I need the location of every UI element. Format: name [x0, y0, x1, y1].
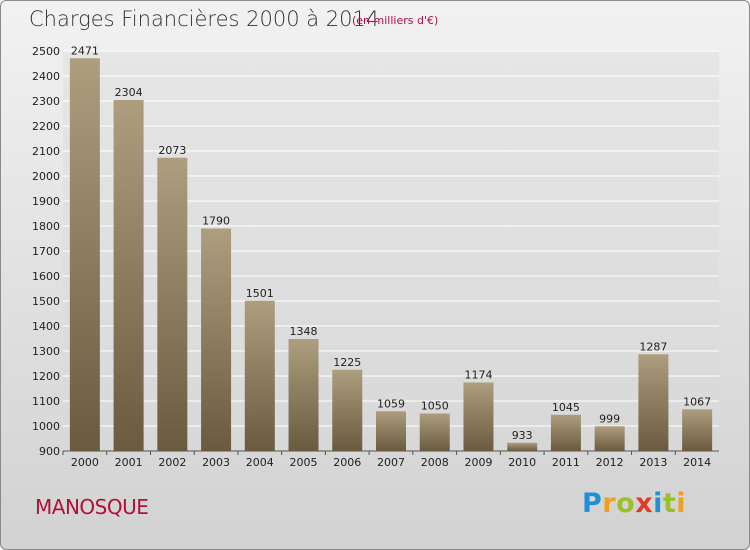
chart-title: Charges Financières 2000 à 2014	[29, 7, 380, 31]
y-tick-label: 1700	[32, 245, 60, 258]
y-tick-label: 2400	[32, 70, 60, 83]
data-label: 1287	[639, 340, 667, 353]
x-tick-label: 2007	[377, 456, 405, 469]
data-label: 2304	[115, 86, 143, 99]
data-label: 933	[512, 429, 533, 442]
logo-letter: i	[676, 488, 687, 519]
logo-letter: o	[616, 488, 636, 519]
y-tick-label: 2200	[32, 120, 60, 133]
bar-2014	[682, 409, 713, 451]
bar-2009	[463, 382, 494, 451]
logo-letter: P	[582, 488, 603, 519]
bar-2007	[376, 411, 406, 451]
town-name: MANOSQUE	[35, 495, 149, 519]
data-labels: 2471 2304 2073 1790 1501 1348 1225 1059 1050 1174…	[71, 44, 711, 442]
bar-2013	[638, 354, 669, 451]
bar-2005	[288, 339, 319, 451]
bar-2000	[69, 58, 100, 451]
data-label: 1348	[290, 325, 318, 338]
x-tick-label: 2013	[639, 456, 667, 469]
logo-letter: t	[662, 488, 677, 519]
y-tick-label: 1800	[32, 220, 60, 233]
bar-2010	[507, 442, 538, 451]
x-tick-label: 2011	[552, 456, 580, 469]
x-tick-label: 2006	[333, 456, 361, 469]
y-tick-label: 1100	[32, 395, 60, 408]
x-axis-ticks: 2000 2001 2002 2003 2004 2005 2006 2007 2008 2009…	[62, 451, 711, 469]
y-tick-label: 2100	[32, 145, 60, 158]
logo-letter: i	[653, 488, 663, 519]
x-tick-label: 2012	[596, 456, 624, 469]
y-tick-label: 2500	[32, 45, 60, 58]
data-label: 2471	[71, 44, 99, 57]
bar-2001	[113, 100, 144, 451]
x-tick-label: 2004	[246, 456, 274, 469]
x-tick-label: 2014	[683, 456, 711, 469]
data-label: 1174	[464, 369, 492, 382]
x-tick-label: 2000	[71, 456, 99, 469]
data-label: 1050	[421, 400, 449, 413]
logo-letter: x	[635, 488, 654, 519]
data-label: 1059	[377, 397, 405, 410]
y-tick-label: 1600	[32, 270, 60, 283]
x-tick-label: 2003	[202, 456, 230, 469]
data-label: 2073	[158, 144, 186, 157]
x-tick-label: 2002	[158, 456, 186, 469]
chart-subtitle: (en milliers d'€)	[352, 14, 439, 27]
logo-letter: r	[602, 488, 617, 519]
y-tick-label: 1300	[32, 345, 60, 358]
bar-2004	[244, 300, 275, 451]
data-label: 1790	[202, 215, 230, 228]
y-axis-ticks: 900 1000 1100 1200 1300 1400 1500 1600 1700 1800 1…	[32, 45, 60, 458]
x-tick-label: 2001	[115, 456, 143, 469]
data-label: 1067	[683, 395, 711, 408]
bar-2006	[332, 369, 363, 451]
x-tick-label: 2005	[290, 456, 318, 469]
y-tick-label: 2000	[32, 170, 60, 183]
y-tick-label: 1200	[32, 370, 60, 383]
y-tick-label: 1500	[32, 295, 60, 308]
bar-2003	[201, 228, 232, 451]
y-tick-label: 2300	[32, 95, 60, 108]
x-tick-label: 2010	[508, 456, 536, 469]
bar-2012	[594, 426, 625, 451]
y-tick-label: 1400	[32, 320, 60, 333]
y-tick-label: 1900	[32, 195, 60, 208]
bars	[69, 58, 713, 451]
data-label: 1045	[552, 401, 580, 414]
bar-2002	[157, 157, 188, 451]
bar-2008	[419, 413, 450, 451]
proxiti-logo[interactable]: Proxiti	[582, 488, 686, 519]
data-label: 1225	[333, 356, 361, 369]
data-label: 999	[599, 412, 620, 425]
data-label: 1501	[246, 287, 274, 300]
x-tick-label: 2009	[464, 456, 492, 469]
x-tick-label: 2008	[421, 456, 449, 469]
y-tick-label: 900	[39, 445, 60, 458]
y-tick-label: 1000	[32, 420, 60, 433]
bar-2011	[550, 414, 581, 451]
